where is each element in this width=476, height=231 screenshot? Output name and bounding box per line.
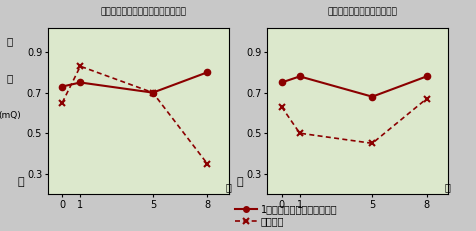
Text: (mQ): (mQ): [0, 111, 21, 120]
Text: エチルアルコール投与時の尿量変化: エチルアルコール投与時の尿量変化: [100, 7, 186, 16]
Text: 〜: 〜: [236, 177, 243, 187]
Text: 四塩化炭素投与時の尿量変化: 四塩化炭素投与時の尿量変化: [327, 7, 397, 16]
Text: 尿: 尿: [6, 36, 13, 47]
Text: 日: 日: [444, 182, 450, 192]
Text: 〜: 〜: [17, 177, 24, 187]
Text: 量: 量: [6, 73, 13, 84]
Text: 日: 日: [225, 182, 231, 192]
Legend: 1ヶ月間新茵陳五苓散を投与, 飼料のみ: 1ヶ月間新茵陳五苓散を投与, 飼料のみ: [235, 204, 337, 226]
